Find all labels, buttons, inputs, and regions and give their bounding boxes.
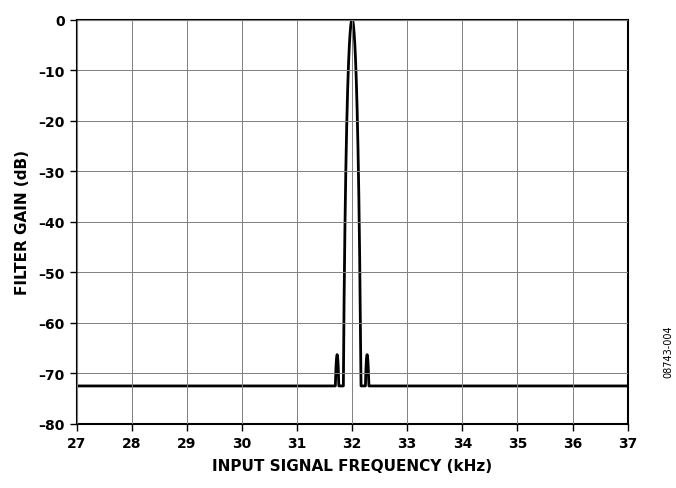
Y-axis label: FILTER GAIN (dB): FILTER GAIN (dB) [15,150,30,295]
Text: 08743-004: 08743-004 [663,325,673,378]
X-axis label: INPUT SIGNAL FREQUENCY (kHz): INPUT SIGNAL FREQUENCY (kHz) [212,458,492,473]
